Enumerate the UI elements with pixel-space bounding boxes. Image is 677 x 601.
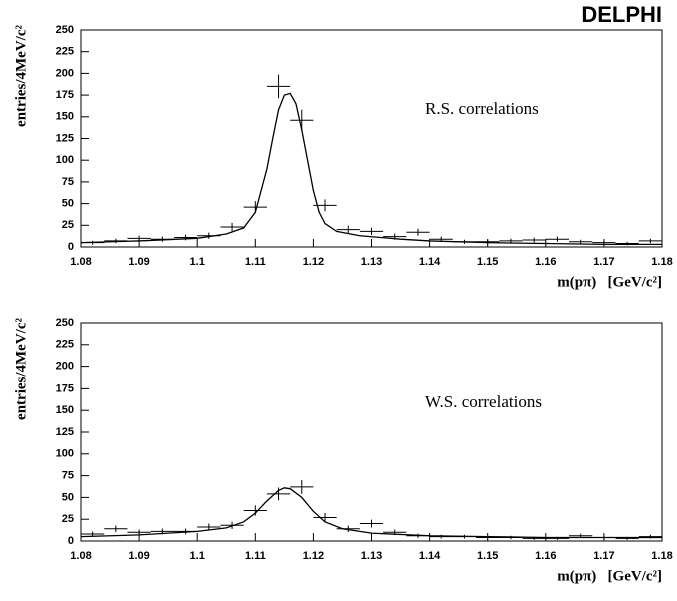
x-tick-label: 1.12 bbox=[303, 256, 324, 268]
x-tick-label: 1.15 bbox=[477, 550, 498, 562]
y-tick-label: 0 bbox=[68, 535, 74, 547]
fit-curve bbox=[80, 92, 662, 246]
y-tick-label: 25 bbox=[62, 219, 74, 231]
annotation: W.S. correlations bbox=[425, 392, 542, 411]
x-tick-label: 1.17 bbox=[593, 256, 614, 268]
y-tick-label: 75 bbox=[62, 176, 74, 188]
x-tick-label: 1.15 bbox=[477, 256, 498, 268]
y-tick-label: 75 bbox=[62, 470, 74, 482]
x-tick-label: 1.09 bbox=[128, 550, 149, 562]
x-tick-label: 1.13 bbox=[361, 256, 382, 268]
y-tick-label: 225 bbox=[56, 339, 74, 351]
y-axis-label: entries/4MeV/c² bbox=[13, 24, 29, 126]
y-tick-label: 125 bbox=[56, 132, 74, 144]
x-tick-label: 1.14 bbox=[419, 550, 441, 562]
fit-curve bbox=[80, 487, 662, 539]
x-tick-label: 1.18 bbox=[651, 256, 672, 268]
x-tick-label: 1.17 bbox=[593, 550, 614, 562]
plot-frame bbox=[80, 29, 663, 248]
y-tick-label: 175 bbox=[56, 382, 74, 394]
x-axis-label: m(pπ) [GeV/c²] bbox=[557, 568, 662, 584]
annotation: R.S. correlations bbox=[425, 99, 539, 118]
y-tick-label: 250 bbox=[56, 317, 74, 329]
x-tick-label: 1.16 bbox=[535, 256, 556, 268]
y-tick-label: 225 bbox=[56, 46, 74, 58]
x-tick-label: 1.09 bbox=[128, 256, 149, 268]
y-tick-label: 150 bbox=[56, 404, 74, 416]
x-tick-label: 1.11 bbox=[245, 256, 266, 268]
y-tick-label: 125 bbox=[56, 426, 74, 438]
figure-title: DELPHI bbox=[581, 2, 662, 27]
y-tick-label: 0 bbox=[68, 241, 74, 253]
y-tick-label: 100 bbox=[56, 448, 74, 460]
y-tick-label: 100 bbox=[56, 154, 74, 166]
x-tick-label: 1.12 bbox=[303, 550, 324, 562]
y-tick-label: 175 bbox=[56, 89, 74, 101]
plot-frame bbox=[80, 322, 663, 542]
y-tick-label: 50 bbox=[62, 198, 74, 210]
y-tick-label: 250 bbox=[56, 24, 74, 36]
x-tick-label: 1.16 bbox=[535, 550, 556, 562]
y-tick-label: 200 bbox=[56, 361, 74, 373]
x-tick-label: 1.1 bbox=[190, 550, 205, 562]
x-tick-label: 1.1 bbox=[190, 256, 205, 268]
y-tick-label: 50 bbox=[62, 491, 74, 503]
y-tick-label: 200 bbox=[56, 67, 74, 79]
x-axis-label: m(pπ) [GeV/c²] bbox=[557, 274, 662, 290]
x-tick-label: 1.08 bbox=[70, 256, 91, 268]
y-tick-label: 150 bbox=[56, 111, 74, 123]
x-tick-label: 1.14 bbox=[419, 256, 441, 268]
x-tick-label: 1.18 bbox=[651, 550, 672, 562]
y-tick-label: 25 bbox=[62, 513, 74, 525]
x-tick-label: 1.11 bbox=[245, 550, 266, 562]
x-tick-label: 1.08 bbox=[70, 550, 91, 562]
x-tick-label: 1.13 bbox=[361, 550, 382, 562]
y-axis-label: entries/4MeV/c² bbox=[13, 317, 29, 419]
